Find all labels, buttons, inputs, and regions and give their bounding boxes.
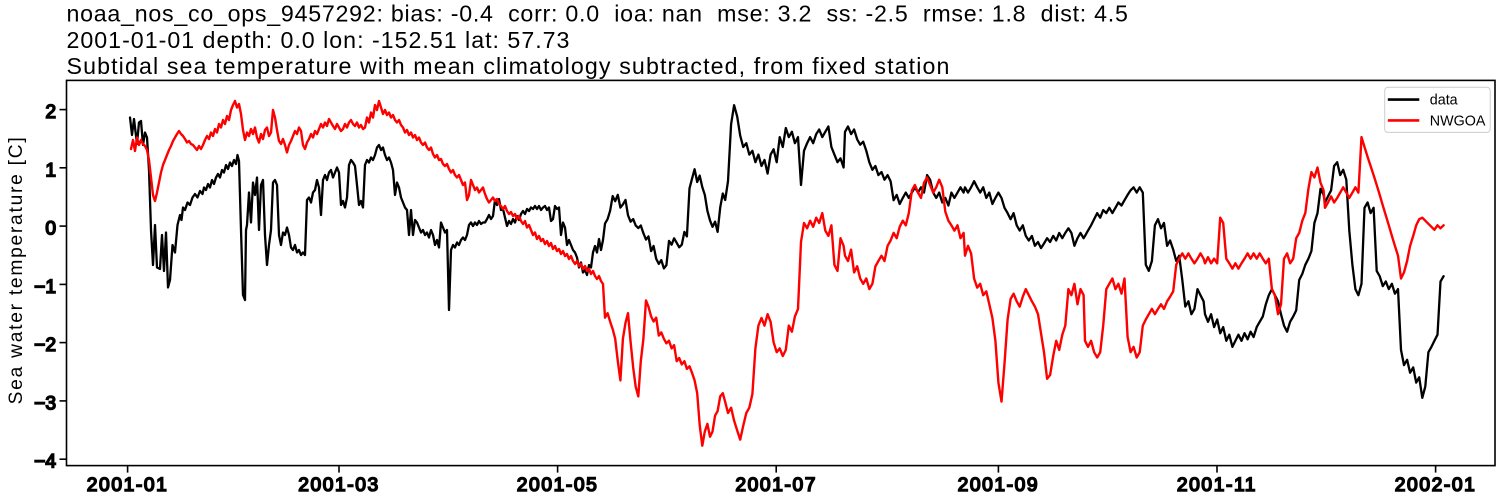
svg-text:noaa_nos_co_ops_9457292: bias:: noaa_nos_co_ops_9457292: bias: -0.4 corr… [67,0,1129,26]
svg-text:−2: −2 [34,335,56,356]
svg-text:2001-07: 2001-07 [735,475,817,496]
svg-text:2002-01: 2002-01 [1395,475,1477,496]
svg-text:data: data [1430,93,1458,109]
svg-text:2001-09: 2001-09 [958,475,1040,496]
svg-text:2001-11: 2001-11 [1177,475,1257,496]
svg-text:Subtidal sea temperature with: Subtidal sea temperature with mean clima… [67,53,951,79]
svg-text:0: 0 [45,219,56,240]
svg-text:2001-01: 2001-01 [87,475,169,496]
svg-text:2001-05: 2001-05 [517,475,599,496]
svg-text:1: 1 [45,160,56,181]
svg-text:−1: −1 [34,277,56,298]
svg-text:2001-01-01 depth: 0.0 lon: -15: 2001-01-01 depth: 0.0 lon: -152.51 lat: … [67,27,571,53]
svg-text:NWGOA: NWGOA [1430,113,1486,129]
svg-text:−4: −4 [34,452,56,473]
svg-text:2: 2 [45,102,56,123]
svg-text:2001-03: 2001-03 [298,475,380,496]
svg-text:−3: −3 [34,393,56,414]
svg-text:Sea water temperature [C]: Sea water temperature [C] [6,136,27,405]
